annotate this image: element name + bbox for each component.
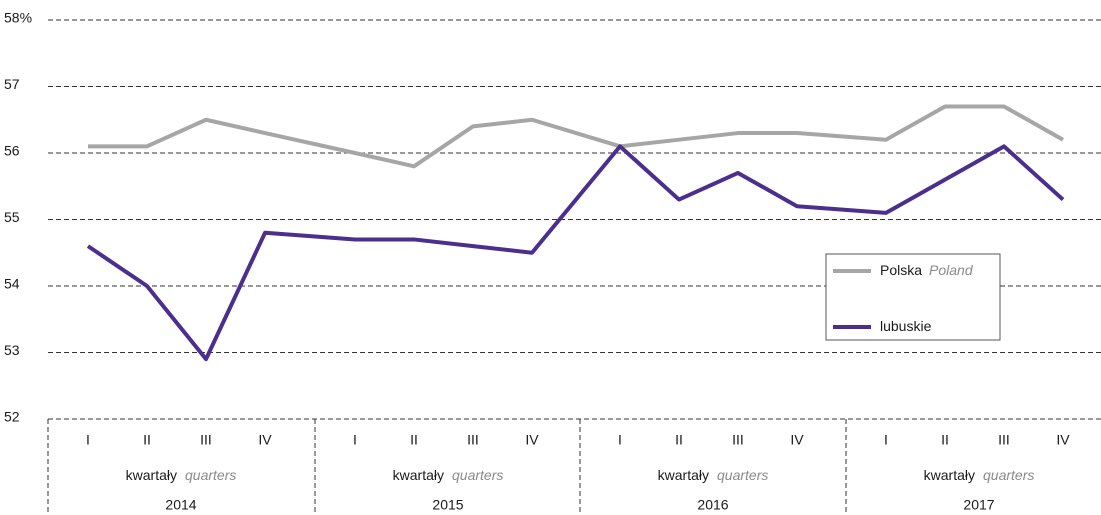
- legend-name: lubuskie: [880, 318, 932, 334]
- x-tick-label: II: [410, 432, 418, 448]
- x-tick-label: III: [732, 432, 744, 448]
- series-line: [88, 104, 1064, 169]
- x-label-en: quarters: [983, 467, 1034, 483]
- y-tick-label: 54: [4, 276, 20, 292]
- x-tick-label: IV: [258, 432, 272, 448]
- x-label-pl: kwartały: [658, 467, 709, 483]
- x-tick-label: I: [86, 432, 90, 448]
- x-tick-label: III: [998, 432, 1010, 448]
- x-label-en: quarters: [185, 467, 236, 483]
- x-tick-label: II: [143, 432, 151, 448]
- x-axis-label: kwartały quarters: [126, 467, 237, 483]
- x-tick-label: I: [618, 432, 622, 448]
- year-label: 2017: [963, 497, 994, 513]
- x-tick-label: III: [467, 432, 479, 448]
- y-tick-label: 58%: [4, 10, 32, 26]
- legend-label: Polska Poland: [880, 262, 974, 278]
- y-tick-label: 56: [4, 143, 20, 159]
- x-axis-label: kwartały quarters: [393, 467, 504, 483]
- legend-label: lubuskie: [880, 318, 932, 334]
- x-tick-label: II: [675, 432, 683, 448]
- y-tick-label: 52: [4, 409, 20, 425]
- year-label: 2014: [165, 497, 196, 513]
- x-tick-label: III: [200, 432, 212, 448]
- x-tick-label: I: [353, 432, 357, 448]
- x-label-pl: kwartały: [126, 467, 177, 483]
- x-label-pl: kwartały: [393, 467, 444, 483]
- x-tick-label: IV: [790, 432, 804, 448]
- x-label-en: quarters: [452, 467, 503, 483]
- year-label: 2015: [432, 497, 463, 513]
- series-line: [86, 144, 1065, 362]
- x-tick-label: IV: [1056, 432, 1070, 448]
- x-tick-label: II: [941, 432, 949, 448]
- year-label: 2016: [697, 497, 728, 513]
- y-tick-label: 55: [4, 209, 20, 225]
- x-axis-label: kwartały quarters: [924, 467, 1035, 483]
- legend-name-en: Poland: [929, 262, 974, 278]
- x-tick-label: I: [884, 432, 888, 448]
- y-tick-label: 53: [4, 342, 20, 358]
- x-label-en: quarters: [717, 467, 768, 483]
- x-axis-label: kwartały quarters: [658, 467, 769, 483]
- x-tick-label: IV: [525, 432, 539, 448]
- legend-name: Polska: [880, 262, 922, 278]
- y-tick-label: 57: [4, 76, 20, 92]
- x-label-pl: kwartały: [924, 467, 975, 483]
